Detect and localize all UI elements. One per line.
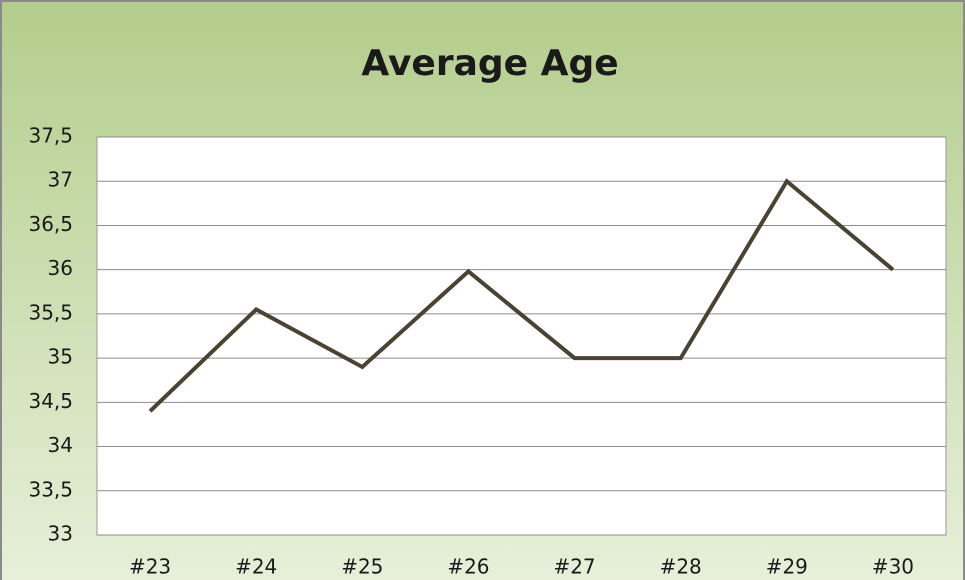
x-tick-label: #28 [660, 555, 702, 579]
x-tick-label: #27 [553, 555, 595, 579]
x-tick-label: #25 [341, 555, 383, 579]
y-tick-label: 36 [48, 256, 73, 280]
x-tick-label: #26 [447, 555, 489, 579]
y-tick-label: 34,5 [28, 389, 73, 413]
data-line [148, 178, 895, 413]
y-tick-label: 35,5 [28, 300, 73, 324]
x-tick-label: #23 [129, 555, 171, 579]
chart-title: Average Age [361, 43, 618, 84]
x-tick-label: #30 [872, 555, 914, 579]
x-tick-label: #29 [766, 555, 808, 579]
x-tick-label: #24 [235, 555, 277, 579]
y-tick-label: 34 [48, 433, 73, 457]
y-tick-label: 37,5 [28, 124, 73, 148]
y-tick-label: 36,5 [28, 212, 73, 236]
y-tick-label: 33 [48, 522, 73, 546]
y-tick-label: 33,5 [28, 477, 73, 501]
y-tick-label: 37 [48, 168, 73, 192]
plot-area [96, 136, 947, 536]
y-tick-label: 35 [48, 345, 73, 369]
